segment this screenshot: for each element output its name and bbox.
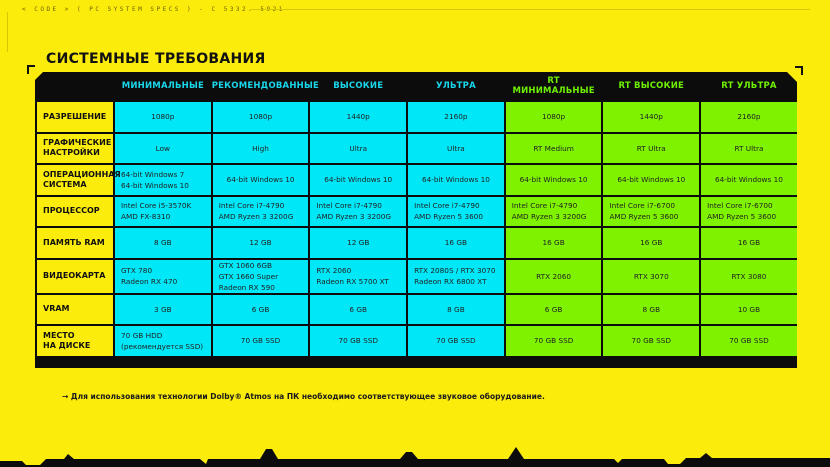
column-header: RT ВЫСОКИЕ	[618, 81, 685, 91]
table-cell: 3 GB	[113, 292, 213, 326]
table-cell: 70 GB SSD	[699, 324, 797, 358]
table-cell: 8 GB	[601, 292, 702, 326]
table-cell: RTX 3080	[699, 257, 797, 295]
row-label: МЕСТО НА ДИСКЕ	[35, 324, 115, 358]
table-cell: 6 GB	[210, 292, 311, 326]
table-cell: 64-bit Windows 10	[601, 163, 702, 197]
table-cell: 8 GB	[406, 292, 506, 326]
table-cell: 70 GB SSD	[406, 324, 506, 358]
table-cell: 12 GB	[308, 226, 409, 260]
row-label: ВИДЕОКАРТА	[35, 257, 115, 295]
table-cell: Intel Core i7-4790 AMD Ryzen 3 3200G	[308, 194, 409, 228]
specs-table-container: МИНИМАЛЬНЫЕ РЕКОМЕНДОВАННЫЕ ВЫСОКИЕ УЛЬТРА R…	[35, 72, 797, 368]
table-cell: 2160p	[699, 100, 797, 134]
table-cell: Intel Core i7-4790 AMD Ryzen 3 3200G	[210, 194, 311, 228]
table-cell: 16 GB	[503, 226, 604, 260]
frame-line	[7, 12, 8, 52]
table-cell: 10 GB	[699, 292, 797, 326]
column-header: RT МИНИМАЛЬНЫЕ	[512, 76, 595, 96]
table-cell: 70 GB SSD	[601, 324, 702, 358]
table-cell: 1080p	[113, 100, 213, 134]
row-label: ГРАФИЧЕСКИЕ НАСТРОЙКИ	[35, 131, 115, 165]
table-cell: 16 GB	[601, 226, 702, 260]
dolby-note: → Для использования технологии Dolby® At…	[62, 392, 545, 401]
header-code: < CODE > ( PC SYSTEM SPECS ) - C 5332. 5…	[22, 6, 285, 13]
table-cell: GTX 780 Radeon RX 470	[113, 257, 213, 295]
table-cell: 1440p	[308, 100, 409, 134]
table-cell: 70 GB SSD	[210, 324, 311, 358]
frame-line	[250, 9, 810, 10]
column-header: УЛЬТРА	[435, 81, 476, 91]
specs-table: МИНИМАЛЬНЫЕ РЕКОМЕНДОВАННЫЕ ВЫСОКИЕ УЛЬТРА R…	[35, 72, 797, 358]
row-label: РАЗРЕШЕНИЕ	[35, 100, 115, 134]
row-label: VRAM	[35, 292, 115, 326]
table-row: ВИДЕОКАРТА GTX 780 Radeon RX 470 GTX 1060 6…	[35, 257, 797, 295]
table-row: ПАМЯТЬ RAM 8 GB 12 GB 12 GB 16 GB 16 GB 16 GB 1…	[35, 226, 797, 260]
table-cell: RT Ultra	[699, 131, 797, 165]
table-row: ГРАФИЧЕСКИЕ НАСТРОЙКИ Low High Ultra Ultra RT …	[35, 131, 797, 165]
table-cell: 64-bit Windows 10	[308, 163, 409, 197]
header-blank	[36, 72, 114, 101]
table-cell: 8 GB	[113, 226, 213, 260]
table-row: МЕСТО НА ДИСКЕ 70 GB HDD (рекомендуется SSD…	[35, 324, 797, 358]
table-cell: 1440p	[601, 100, 702, 134]
table-header-row: МИНИМАЛЬНЫЕ РЕКОМЕНДОВАННЫЕ ВЫСОКИЕ УЛЬТРА R…	[36, 72, 797, 101]
page-title: СИСТЕМНЫЕ ТРЕБОВАНИЯ	[46, 51, 266, 67]
table-cell: 70 GB SSD	[503, 324, 604, 358]
table-cell: Intel Core i7-6700 AMD Ryzen 5 3600	[699, 194, 797, 228]
table-cell: 64-bit Windows 10	[699, 163, 797, 197]
table-cell: 6 GB	[308, 292, 409, 326]
corner-bracket-icon	[795, 66, 803, 75]
row-label: ПРОЦЕССОР	[35, 194, 115, 228]
column-header: МИНИМАЛЬНЫЕ	[121, 81, 204, 91]
column-header: РЕКОМЕНДОВАННЫЕ	[211, 81, 319, 91]
table-cell: 64-bit Windows 10	[503, 163, 604, 197]
table-cell: Ultra	[308, 131, 409, 165]
column-header: ВЫСОКИЕ	[333, 81, 384, 91]
table-cell: 2160p	[406, 100, 506, 134]
table-cell: Intel Core i7-6700 AMD Ryzen 5 3600	[601, 194, 702, 228]
table-cell: Ultra	[406, 131, 506, 165]
row-label: ПАМЯТЬ RAM	[35, 226, 115, 260]
table-cell: 64-bit Windows 10	[210, 163, 311, 197]
bottom-decoration	[0, 447, 830, 467]
table-cell: Intel Core i7-4790 AMD Ryzen 3 3200G	[503, 194, 604, 228]
table-cell: 16 GB	[699, 226, 797, 260]
table-cell: 64-bit Windows 10	[406, 163, 506, 197]
table-cell: RTX 3070	[601, 257, 702, 295]
table-cell: 16 GB	[406, 226, 506, 260]
row-label: ОПЕРАЦИОННАЯ СИСТЕМА	[35, 163, 121, 197]
table-cell: 70 GB SSD	[308, 324, 409, 358]
table-cell: RTX 2060	[503, 257, 604, 295]
table-cell: 70 GB HDD (рекомендуется SSD)	[113, 324, 213, 358]
table-row: ПРОЦЕССОР Intel Core i5-3570K AMD FX-8310 I…	[35, 194, 797, 228]
table-row: РАЗРЕШЕНИЕ 1080p 1080p 1440p 2160p 1080p 1440p…	[35, 100, 797, 134]
table-cell: RTX 2060 Radeon RX 5700 XT	[308, 257, 409, 295]
table-cell: 1080p	[210, 100, 311, 134]
table-cell: RT Ultra	[601, 131, 702, 165]
table-cell: 12 GB	[210, 226, 311, 260]
table-cell: High	[210, 131, 311, 165]
table-cell: RTX 2080S / RTX 3070 Radeon RX 6800 XT	[406, 257, 506, 295]
column-header: RT УЛЬТРА	[721, 81, 777, 91]
table-cell: Intel Core i5-3570K AMD FX-8310	[113, 194, 213, 228]
table-cell: RT Medium	[503, 131, 604, 165]
table-cell: GTX 1060 6GB GTX 1660 Super Radeon RX 590	[210, 257, 311, 295]
table-cell: 6 GB	[503, 292, 604, 326]
table-cell: 1080p	[503, 100, 604, 134]
table-cell: Low	[113, 131, 213, 165]
table-row: VRAM 3 GB 6 GB 6 GB 8 GB 6 GB 8 GB 10 GB	[35, 292, 797, 326]
table-cell: Intel Core i7-4790 AMD Ryzen 5 3600	[406, 194, 506, 228]
corner-bracket-icon	[27, 65, 35, 74]
table-cell: 64-bit Windows 7 64-bit Windows 10	[113, 163, 213, 197]
table-row: ОПЕРАЦИОННАЯ СИСТЕМА 64-bit Windows 7 64-bi…	[35, 163, 797, 197]
